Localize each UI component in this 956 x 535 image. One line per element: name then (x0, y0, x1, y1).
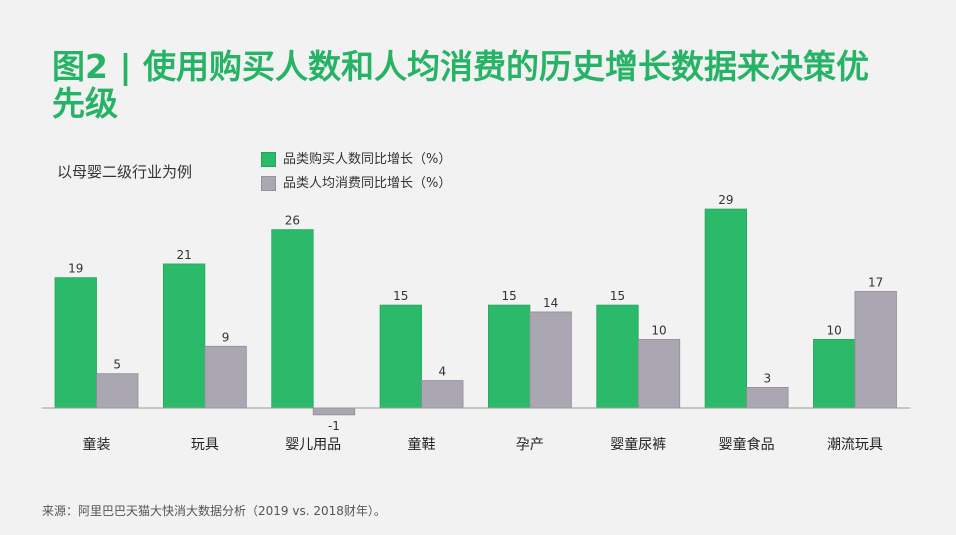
bar-buyers-growth-5 (487, 304, 531, 409)
bar-spend-growth-3 (312, 407, 356, 416)
bar-buyers-growth-8 (813, 338, 856, 409)
bar-spend-growth-6 (637, 338, 681, 409)
bar-spend-growth-7 (746, 387, 789, 409)
page-title: 图2 | 使用购买人数和人均消费的历史增长数据来决策优先级 (52, 47, 869, 123)
value-label-buyers-growth-7: 29 (718, 193, 733, 207)
legend: 品类购买人数同比增长（%） 品类人均消费同比增长（%） (261, 152, 451, 200)
category-label-8: 潮流玩具 (827, 437, 883, 453)
category-label-1: 童装 (83, 436, 111, 453)
bar-buyers-growth-7 (704, 208, 747, 409)
legend-swatch-green (261, 152, 276, 167)
value-label-spend-growth-7: 3 (764, 371, 772, 385)
subtitle: 以母婴二级行业为例 (57, 163, 193, 181)
value-label-spend-growth-3: -1 (328, 419, 340, 433)
value-label-spend-growth-6: 10 (651, 323, 666, 337)
value-label-spend-growth-8: 17 (868, 275, 883, 289)
bar-spend-growth-5 (529, 311, 572, 409)
bar-buyers-growth-1 (54, 277, 97, 409)
bar-buyers-growth-2 (162, 263, 206, 409)
value-label-buyers-growth-6: 15 (610, 289, 625, 303)
value-label-spend-growth-1: 5 (113, 358, 121, 372)
bar-buyers-growth-6 (596, 304, 639, 409)
category-label-4: 童鞋 (408, 436, 436, 453)
bar-chart: 19 5 童装 21 9 玩具 26 -1 婴儿用品 15 4 童鞋 15 14 孕产 15 10 婴童尿裤 29 3… (0, 190, 956, 465)
labels: 19 5 童装 21 9 玩具 26 -1 婴儿用品 15 4 童鞋 15 14 孕产 15 10 婴童尿裤 29 3… (68, 193, 883, 453)
bars (54, 208, 897, 416)
value-label-buyers-growth-8: 10 (827, 323, 842, 337)
bar-buyers-growth-4 (379, 304, 422, 409)
value-label-spend-growth-5: 14 (543, 296, 558, 310)
value-label-buyers-growth-5: 15 (502, 289, 517, 303)
legend-item-spend-growth: 品类人均消费同比增长（%） (261, 176, 451, 191)
bar-chart-svg: 19 5 童装 21 9 玩具 26 -1 婴儿用品 15 4 童鞋 15 14 孕产 15 10 婴童尿裤 29 3… (42, 193, 910, 453)
source-note: 来源：阿里巴巴天猫大快消大数据分析（2019 vs. 2018财年）。 (42, 504, 386, 518)
value-label-buyers-growth-4: 15 (393, 289, 408, 303)
value-label-spend-growth-2: 9 (222, 330, 230, 344)
legend-swatch-gray (261, 176, 276, 191)
category-label-3: 婴儿用品 (285, 437, 341, 453)
category-label-5: 孕产 (516, 437, 544, 453)
value-label-buyers-growth-3: 26 (285, 214, 300, 228)
bar-spend-growth-8 (854, 290, 897, 409)
bar-buyers-growth-3 (271, 229, 314, 409)
legend-item-buyers-growth: 品类购买人数同比增长（%） (261, 152, 451, 167)
category-label-7: 婴童食品 (719, 436, 775, 453)
value-label-spend-growth-4: 4 (438, 365, 446, 379)
legend-label: 品类人均消费同比增长（%） (283, 176, 452, 191)
legend-label: 品类购买人数同比增长（%） (283, 152, 452, 167)
bar-spend-growth-4 (421, 380, 464, 409)
category-label-6: 婴童尿裤 (610, 436, 666, 453)
bar-spend-growth-1 (96, 373, 139, 409)
bar-spend-growth-2 (204, 345, 247, 409)
category-label-2: 玩具 (191, 437, 219, 453)
value-label-buyers-growth-1: 19 (68, 262, 83, 276)
value-label-buyers-growth-2: 21 (176, 248, 191, 262)
